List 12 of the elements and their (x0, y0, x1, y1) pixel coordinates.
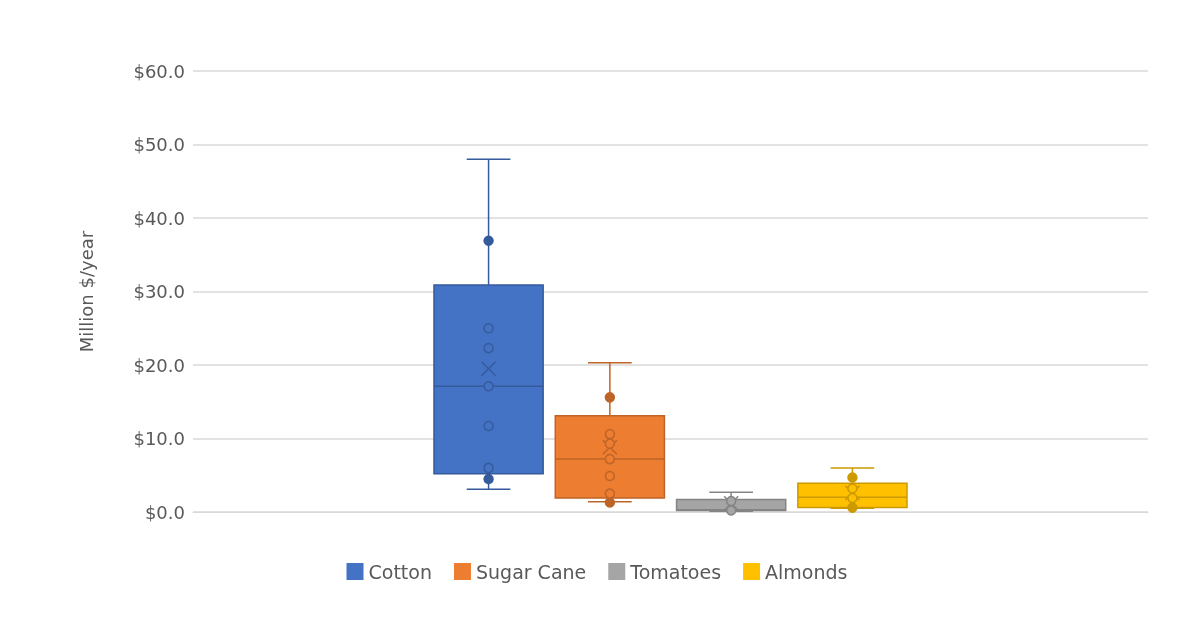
y-tick-label: $40.0 (133, 207, 185, 229)
y-tick-label: $10.0 (133, 428, 185, 449)
y-tick-label: $50.0 (133, 134, 185, 155)
y-tick-label: $20.0 (133, 354, 185, 376)
y-tick-label: $30.0 (133, 281, 185, 302)
y-tick-label: $60.0 (133, 60, 185, 82)
y-tick-label: $0.0 (144, 501, 185, 523)
legend-label: Sugar Cane (475, 560, 587, 583)
legend-label: Almonds (765, 560, 848, 583)
legend-label: Cotton (368, 560, 432, 583)
y-axis-title: Million $/year (75, 230, 97, 353)
legend-label: Tomatoes (629, 560, 722, 583)
